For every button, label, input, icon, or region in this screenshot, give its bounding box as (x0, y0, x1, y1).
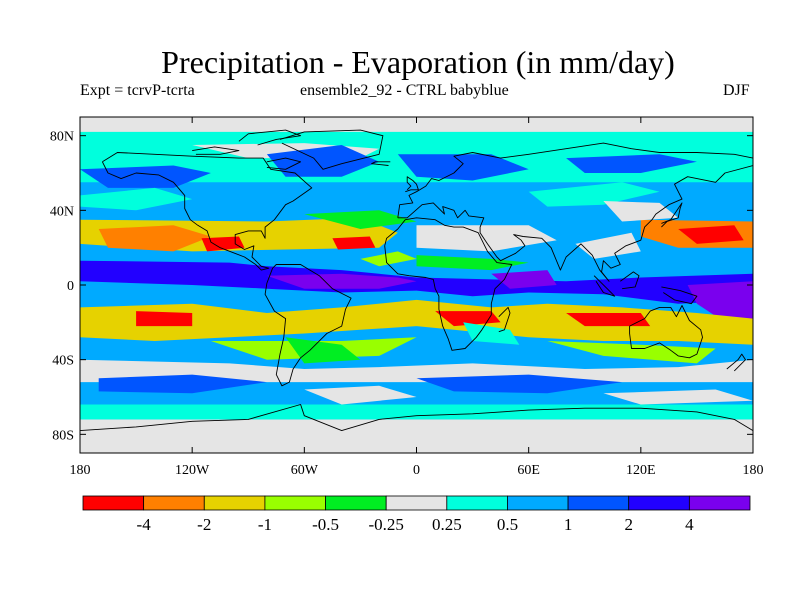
colorbar-label: 0.5 (497, 515, 518, 534)
lon-tick-label: 60W (291, 463, 319, 478)
field-contour-region (416, 374, 623, 394)
field-contour-region (435, 311, 501, 327)
colorbar-swatch (507, 495, 569, 511)
coastline (384, 217, 513, 351)
field-contour-region (80, 187, 193, 211)
colorbar-label: -2 (197, 515, 211, 534)
field-contour-region (687, 281, 753, 323)
colorbar-label: 2 (624, 515, 633, 534)
lon-tick-label: 180 (743, 463, 764, 478)
coastline (405, 176, 419, 193)
lon-tick-label: 0 (413, 463, 420, 478)
chart-title: Precipitation - Evaporation (in mm/day) (161, 44, 675, 80)
colorbar-label: 0.25 (432, 515, 462, 534)
field-contour-region (566, 154, 697, 173)
colorbar-swatch (264, 495, 326, 511)
latitude-ticks: 80N 40N 0 40S 80S (50, 130, 753, 443)
coastline (264, 264, 352, 387)
field-contour-region (80, 404, 753, 420)
field-contour-region (80, 359, 753, 383)
field-contour-region (566, 313, 651, 327)
coastline (661, 202, 683, 228)
colorbar-label: -0.25 (368, 515, 403, 534)
field-contour-region (80, 290, 155, 308)
longitude-ticks: 180 120W 60W 0 60E 120E 180 (70, 117, 764, 478)
coastline (371, 161, 391, 166)
field-contour-region (491, 270, 557, 289)
coastline (620, 271, 640, 290)
field-contour-region (80, 165, 211, 188)
coastline (279, 129, 384, 170)
field-contour-region (603, 201, 679, 222)
coastline (80, 404, 753, 432)
colorbar-label: -4 (137, 515, 152, 534)
coastline (397, 142, 753, 282)
precip-evap-field (80, 117, 753, 453)
lat-tick-label: 40N (50, 204, 74, 219)
field-contour-region (547, 341, 716, 364)
colorbar-label: 1 (564, 515, 573, 534)
field-contour-region (528, 182, 660, 207)
field-contour-region (397, 154, 529, 181)
colorbar-swatch (446, 495, 508, 511)
field-contour-region (285, 337, 361, 364)
field-contour-region (266, 273, 417, 289)
season-label: DJF (723, 82, 750, 99)
experiment-label: Expt = tcrvP-tcrta (80, 82, 195, 99)
colorbar-swatch (203, 495, 266, 511)
field-contour-region (80, 419, 753, 453)
field-contour-region (678, 225, 744, 244)
colorbar-swatch (628, 495, 690, 511)
lat-tick-label: 0 (67, 279, 74, 294)
colorbar-swatch (143, 495, 205, 511)
field-contour-region (416, 225, 557, 252)
field-contour-region (463, 322, 520, 345)
coastline (238, 129, 302, 146)
field-contour-region (98, 225, 211, 252)
field-contour-region (332, 236, 376, 250)
coastline (192, 146, 240, 155)
field-contour-region (360, 251, 417, 267)
field-contour-region (575, 232, 641, 259)
coastline (101, 152, 313, 271)
field-contour-region (416, 255, 529, 271)
lat-tick-label: 80S (52, 428, 74, 443)
field-contour-region (304, 385, 417, 405)
colorbar-swatch (82, 495, 145, 511)
coastlines (80, 129, 753, 432)
lon-tick-label: 180 (70, 463, 91, 478)
field-contour-region (201, 236, 245, 252)
coastline (593, 275, 616, 297)
field-contour-region (80, 260, 753, 304)
coastline (629, 305, 703, 359)
lon-tick-label: 120E (626, 463, 656, 478)
field-contour-region (136, 311, 193, 327)
colorbar-swatch (385, 495, 448, 511)
lon-tick-label: 120W (175, 463, 210, 478)
colorbar-label: 4 (685, 515, 694, 534)
coastline (498, 306, 511, 333)
colorbar-label: -0.5 (312, 515, 339, 534)
coastline (726, 353, 746, 372)
colorbar: -4 -2 -1 -0.5 -0.25 0.25 0.5 1 2 4 (82, 495, 751, 534)
field-contour-region (266, 145, 380, 177)
colorbar-label: -1 (258, 515, 272, 534)
lat-tick-label: 80N (50, 130, 74, 145)
field-contour-region (80, 117, 753, 132)
coastline (661, 286, 698, 305)
colorbar-swatch (325, 495, 387, 511)
lat-tick-label: 40S (52, 354, 74, 369)
field-contour-region (304, 210, 417, 229)
lon-tick-label: 60E (517, 463, 540, 478)
field-contour-region (603, 389, 753, 405)
field-contour-region (80, 299, 753, 345)
field-contour-region (98, 374, 267, 394)
colorbar-swatch (688, 495, 751, 511)
colorbar-swatch (567, 495, 630, 511)
ensemble-label: ensemble2_92 - CTRL babyblue (300, 82, 509, 99)
coastline (266, 157, 302, 170)
